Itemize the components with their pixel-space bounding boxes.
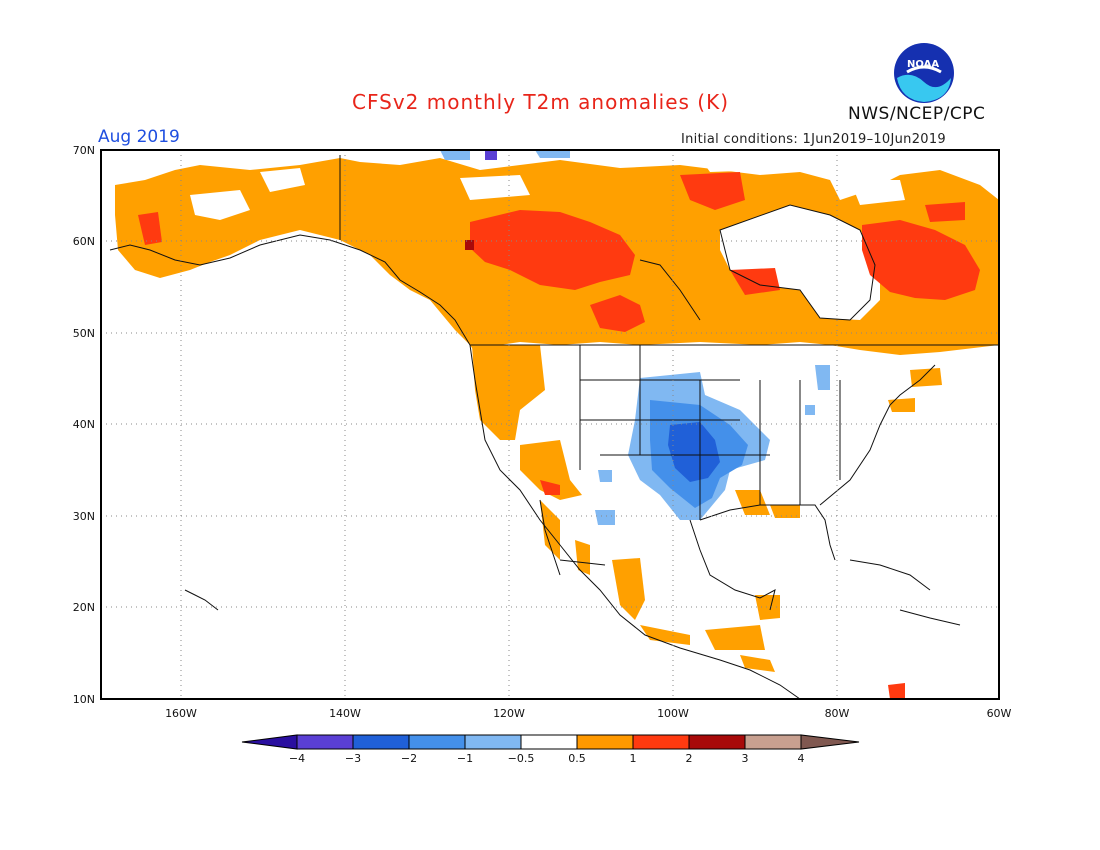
colorbar-label: 0.5 xyxy=(568,752,586,765)
colorbar-label: −0.5 xyxy=(508,752,535,765)
colorbar: −4 −3 −2 −1 −0.5 0.5 1 2 3 4 xyxy=(241,734,860,765)
colorbar-label: 2 xyxy=(686,752,693,765)
lat-label: 60N xyxy=(73,235,95,248)
colorbar-label: −1 xyxy=(457,752,473,765)
lat-label: 10N xyxy=(73,693,95,706)
colorbar-segment xyxy=(408,734,466,750)
cool-anomaly-core xyxy=(668,422,720,482)
latitude-labels: 70N 60N 50N 40N 30N 20N 10N xyxy=(73,144,95,706)
lat-label: 70N xyxy=(73,144,95,157)
coastlines xyxy=(109,155,999,699)
forecast-month: Aug 2019 xyxy=(98,127,180,147)
warm-anomaly-north-quebec xyxy=(680,172,745,210)
warm-anomaly-ontario xyxy=(730,268,780,295)
colorbar-segment xyxy=(352,734,410,750)
initial-conditions: Initial conditions: 1Jun2019–10Jun2019 xyxy=(681,132,947,147)
map-title: CFSv2 monthly T2m anomalies (K) xyxy=(352,90,729,114)
lat-label: 20N xyxy=(73,601,95,614)
colorbar-segment xyxy=(464,734,522,750)
warm-anomaly-alaska-west xyxy=(138,212,162,245)
colorbar-segment xyxy=(632,734,690,750)
map-frame xyxy=(100,149,1000,700)
colorbar-label: 1 xyxy=(630,752,637,765)
colorbar-label: −3 xyxy=(345,752,361,765)
lat-label: 30N xyxy=(73,510,95,523)
colorbar-label: −2 xyxy=(401,752,417,765)
lon-label: 160W xyxy=(165,707,197,720)
lon-label: 60W xyxy=(987,707,1012,720)
warm-anomaly-northwest-canada xyxy=(470,210,635,290)
warm-anomaly-central-canada xyxy=(590,295,645,332)
lon-label: 140W xyxy=(329,707,361,720)
colorbar-label: 4 xyxy=(798,752,805,765)
colorbar-segment xyxy=(744,734,802,750)
lon-label: 80W xyxy=(825,707,850,720)
colorbar-arrow-high xyxy=(800,734,860,750)
lon-label: 120W xyxy=(493,707,525,720)
warm-anomaly-western-us xyxy=(472,345,545,440)
colorbar-segment xyxy=(520,734,578,750)
warm-anomaly-hudson-east xyxy=(862,220,980,300)
noaa-logo-text: NOAA xyxy=(907,59,940,70)
colorbar-label: −4 xyxy=(289,752,305,765)
colorbar-segment xyxy=(688,734,746,750)
colorbar-label: 3 xyxy=(742,752,749,765)
lat-label: 40N xyxy=(73,418,95,431)
colorbar-segment xyxy=(576,734,634,750)
longitude-labels: 160W 140W 120W 100W 80W 60W xyxy=(165,707,1011,720)
organization-label: NWS/NCEP/CPC xyxy=(848,104,986,124)
colorbar-segment xyxy=(296,734,354,750)
warm-anomaly-labrador xyxy=(925,202,965,222)
lat-label: 50N xyxy=(73,327,95,340)
lon-label: 100W xyxy=(657,707,689,720)
anomaly-shading xyxy=(115,150,999,699)
colorbar-arrow-low xyxy=(241,734,298,750)
noaa-logo-icon xyxy=(893,42,955,104)
